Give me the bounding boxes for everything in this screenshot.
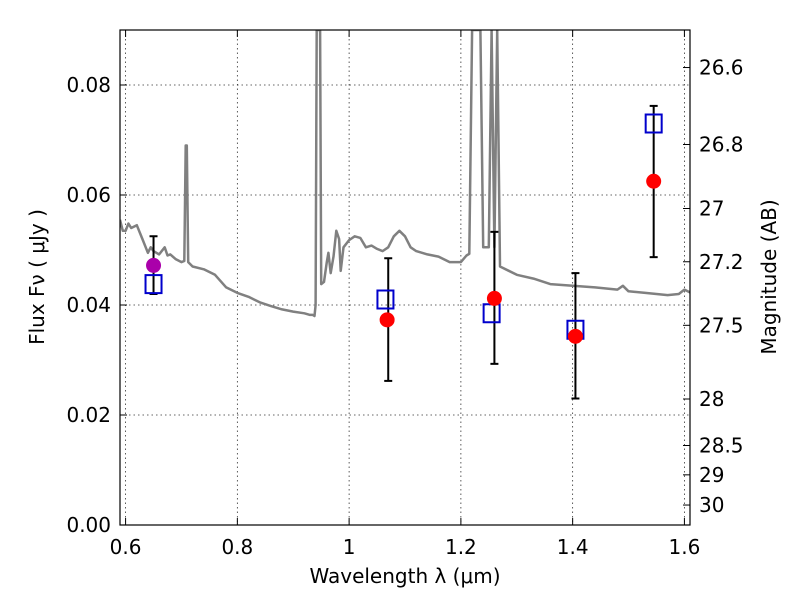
plot-frame <box>119 29 691 526</box>
series-layer <box>120 30 690 400</box>
x-tick-label: 1 <box>343 535 356 559</box>
x-tick-label: 1.4 <box>557 535 589 559</box>
y-tick-label: 0.02 <box>66 403 111 427</box>
y-tick-label: 0.06 <box>66 183 111 207</box>
y2-tick-label: 28.5 <box>699 434 744 458</box>
y2-axis-label: Magnitude (AB) <box>757 199 781 354</box>
model-square-marker <box>482 303 501 324</box>
y2-tick-label: 27.5 <box>699 313 744 337</box>
y2-tick-label: 28 <box>699 387 724 411</box>
x-axis-label: Wavelength λ (μm) <box>309 564 500 588</box>
photometry-point-marker <box>567 328 583 344</box>
y-tick-label: 0.08 <box>66 73 111 97</box>
y2-tick-label: 27 <box>699 197 724 221</box>
y2-tick-label: 26.8 <box>699 132 744 156</box>
model-square-marker <box>376 289 395 310</box>
y2-tick-label: 27.2 <box>699 250 744 274</box>
y2-tick-label: 26.6 <box>699 56 744 80</box>
y2-tick-label: 30 <box>699 493 724 517</box>
y-tick-label: 0.04 <box>66 293 111 317</box>
photometry-point-marker <box>486 290 502 306</box>
grid-layer <box>120 30 690 525</box>
y-tick-label: 0.00 <box>66 513 111 537</box>
y-axis-label: Flux Fν ( μJy ) <box>25 209 49 345</box>
model-square-marker <box>644 113 663 134</box>
photometry-point-marker <box>379 312 395 328</box>
photometry-point-marker <box>146 257 162 273</box>
x-tick-label: 0.6 <box>110 535 142 559</box>
photometry-point-marker <box>646 173 662 189</box>
y2-tick-label: 29 <box>699 463 724 487</box>
model-square-marker <box>144 274 163 295</box>
x-tick-label: 0.8 <box>221 535 253 559</box>
x-tick-label: 1.6 <box>669 535 701 559</box>
spectrum-line <box>120 30 690 318</box>
x-tick-label: 1.2 <box>445 535 477 559</box>
tick-layer: 0.6 0.8 1 1.2 1.4 1.6 0.00 0.02 0.04 0.06 0.08 26.6… <box>66 30 744 559</box>
